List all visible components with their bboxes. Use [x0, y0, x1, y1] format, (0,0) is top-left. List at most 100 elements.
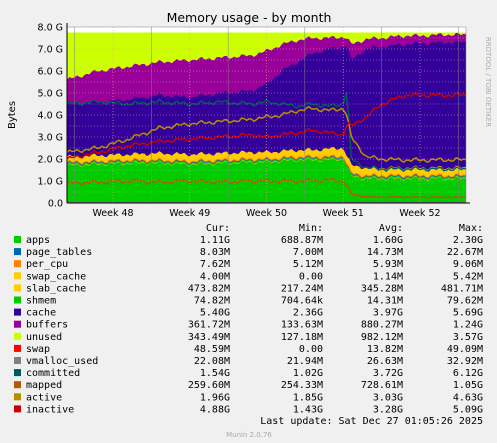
legend-max-value: 5.09G — [453, 404, 483, 415]
legend-avg-value: 3.28G — [373, 404, 403, 415]
y-tick-label: 4.0 G — [38, 111, 64, 122]
legend-max-value: 3.57G — [453, 332, 483, 343]
y-tick-label: 6.0 G — [38, 67, 64, 78]
legend-avg-value: 14.31M — [367, 296, 403, 307]
x-axis: Week 48 Week 49 Week 50 Week 51 Week 52 — [92, 208, 440, 219]
legend-swatch — [14, 284, 21, 292]
legend-max-value: 4.63G — [453, 392, 483, 403]
legend-swatch — [14, 405, 21, 413]
legend-avg-value: 728.61M — [361, 380, 403, 391]
legend-max-value: 2.30G — [453, 235, 483, 246]
legend-series-name: shmem — [26, 296, 56, 307]
legend-swatch — [14, 308, 21, 316]
rrdtool-credit: RRDTOOL / TOBI OETIKER — [484, 37, 492, 127]
band-page-tables — [66, 155, 467, 180]
legend-swatch — [14, 332, 21, 340]
legend-avg-value: 26.63M — [367, 356, 403, 367]
legend-swatch — [14, 236, 21, 243]
x-tick-label: Week 48 — [92, 208, 133, 219]
legend-min-value: 1.43G — [293, 404, 323, 415]
legend-series-name: active — [26, 392, 62, 403]
legend-row: apps 1.11G 688.87M 1.60G 2.30G — [14, 235, 483, 246]
legend-min-value: 127.18M — [281, 332, 323, 343]
legend-cur-value: 48.59M — [194, 344, 230, 355]
legend-series-name: inactive — [26, 404, 74, 415]
band-shmem — [66, 156, 467, 181]
legend-cur-value: 343.49M — [188, 332, 230, 343]
legend-series-name: swap_cache — [26, 271, 86, 282]
legend-row: unused 343.49M 127.18M 982.12M 3.57G — [14, 332, 483, 343]
x-tick-label: Week 51 — [323, 208, 364, 219]
legend-min-value: 1.85G — [293, 392, 323, 403]
x-tick-label: Week 49 — [169, 208, 210, 219]
legend-avg-value: 3.72G — [373, 368, 403, 379]
legend-cur-value: 7.62M — [200, 259, 230, 270]
y-axis: 0.0 1.0 G 2.0 G 3.0 G 4.0 G 5.0 G 6.0 G 7.0 G 8.… — [38, 23, 470, 210]
legend-cur-value: 4.88G — [200, 404, 230, 415]
legend-series-name: vmalloc_used — [26, 356, 98, 367]
legend: Cur: Min: Avg: Max: apps 1.11G 688.87M 1.60G 2.3… — [14, 223, 483, 415]
legend-avg-value: 14.73M — [367, 247, 403, 258]
legend-cur-value: 259.60M — [188, 380, 230, 391]
legend-series-name: cache — [26, 308, 56, 319]
legend-max-value: 9.06M — [453, 259, 483, 270]
legend-series-name: committed — [26, 368, 80, 379]
legend-max-value: 1.05G — [453, 380, 483, 391]
legend-cur-value: 1.54G — [200, 368, 230, 379]
legend-max-value: 49.09M — [447, 344, 483, 355]
legend-row: buffers 361.72M 133.63M 880.27M 1.24G — [14, 320, 483, 331]
legend-row: page_tables 8.03M 7.00M 14.73M 22.67M — [14, 247, 483, 258]
legend-avg-value: 345.28M — [361, 283, 403, 294]
legend-min-value: 2.36G — [293, 308, 323, 319]
legend-max-value: 5.42M — [453, 271, 483, 282]
legend-row: inactive 4.88G 1.43G 3.28G 5.09G — [14, 404, 483, 415]
legend-avg-value: 880.27M — [361, 320, 403, 331]
legend-column-header: Cur: — [206, 223, 230, 234]
legend-swatch — [14, 248, 21, 256]
legend-cur-value: 8.03M — [200, 247, 230, 258]
legend-row: mapped 259.60M 254.33M 728.61M 1.05G — [14, 380, 483, 391]
legend-max-value: 1.24G — [453, 320, 483, 331]
legend-max-value: 22.67M — [447, 247, 483, 258]
legend-avg-value: 3.97G — [373, 308, 403, 319]
legend-min-value: 133.63M — [281, 320, 323, 331]
legend-avg-value: 982.12M — [361, 332, 403, 343]
legend-min-value: 217.24M — [281, 283, 323, 294]
legend-avg-value: 1.14M — [373, 271, 403, 282]
legend-column-header: Max: — [459, 223, 483, 234]
legend-column-header: Avg: — [379, 223, 403, 234]
legend-row: per_cpu 7.62M 5.12M 5.93M 9.06M — [14, 259, 483, 270]
legend-swatch — [14, 296, 21, 304]
chart-title: Memory usage - by month — [167, 10, 332, 25]
legend-avg-value: 5.93M — [373, 259, 403, 270]
legend-row: cache 5.40G 2.36G 3.97G 5.69G — [14, 308, 483, 319]
legend-cur-value: 4.00M — [200, 271, 230, 282]
legend-cur-value: 74.82M — [194, 296, 230, 307]
legend-min-value: 254.33M — [281, 380, 323, 391]
legend-row: shmem 74.82M 704.64k 14.31M 79.62M — [14, 296, 483, 307]
legend-swatch — [14, 369, 21, 377]
legend-cur-value: 1.11G — [200, 235, 230, 246]
legend-swatch — [14, 344, 21, 352]
legend-swatch — [14, 260, 21, 268]
legend-min-value: 0.00 — [299, 344, 323, 355]
legend-row: vmalloc_used 22.08M 21.94M 26.63M 32.92M — [14, 356, 483, 367]
grid — [67, 26, 466, 203]
legend-series-name: swap — [26, 344, 50, 355]
legend-max-value: 6.12G — [453, 368, 483, 379]
legend-min-value: 1.02G — [293, 368, 323, 379]
y-tick-label: 3.0 G — [38, 133, 64, 144]
legend-row: swap_cache 4.00M 0.00 1.14M 5.42M — [14, 271, 483, 282]
legend-row: committed 1.54G 1.02G 3.72G 6.12G — [14, 368, 483, 379]
legend-cur-value: 5.40G — [200, 308, 230, 319]
legend-min-value: 704.64k — [281, 296, 323, 307]
legend-series-name: apps — [26, 235, 50, 246]
legend-max-value: 79.62M — [447, 296, 483, 307]
legend-swatch — [14, 381, 21, 389]
legend-min-value: 7.00M — [293, 247, 323, 258]
legend-series-name: mapped — [26, 380, 62, 391]
line-mapped — [66, 177, 467, 199]
plot-area — [66, 26, 467, 204]
